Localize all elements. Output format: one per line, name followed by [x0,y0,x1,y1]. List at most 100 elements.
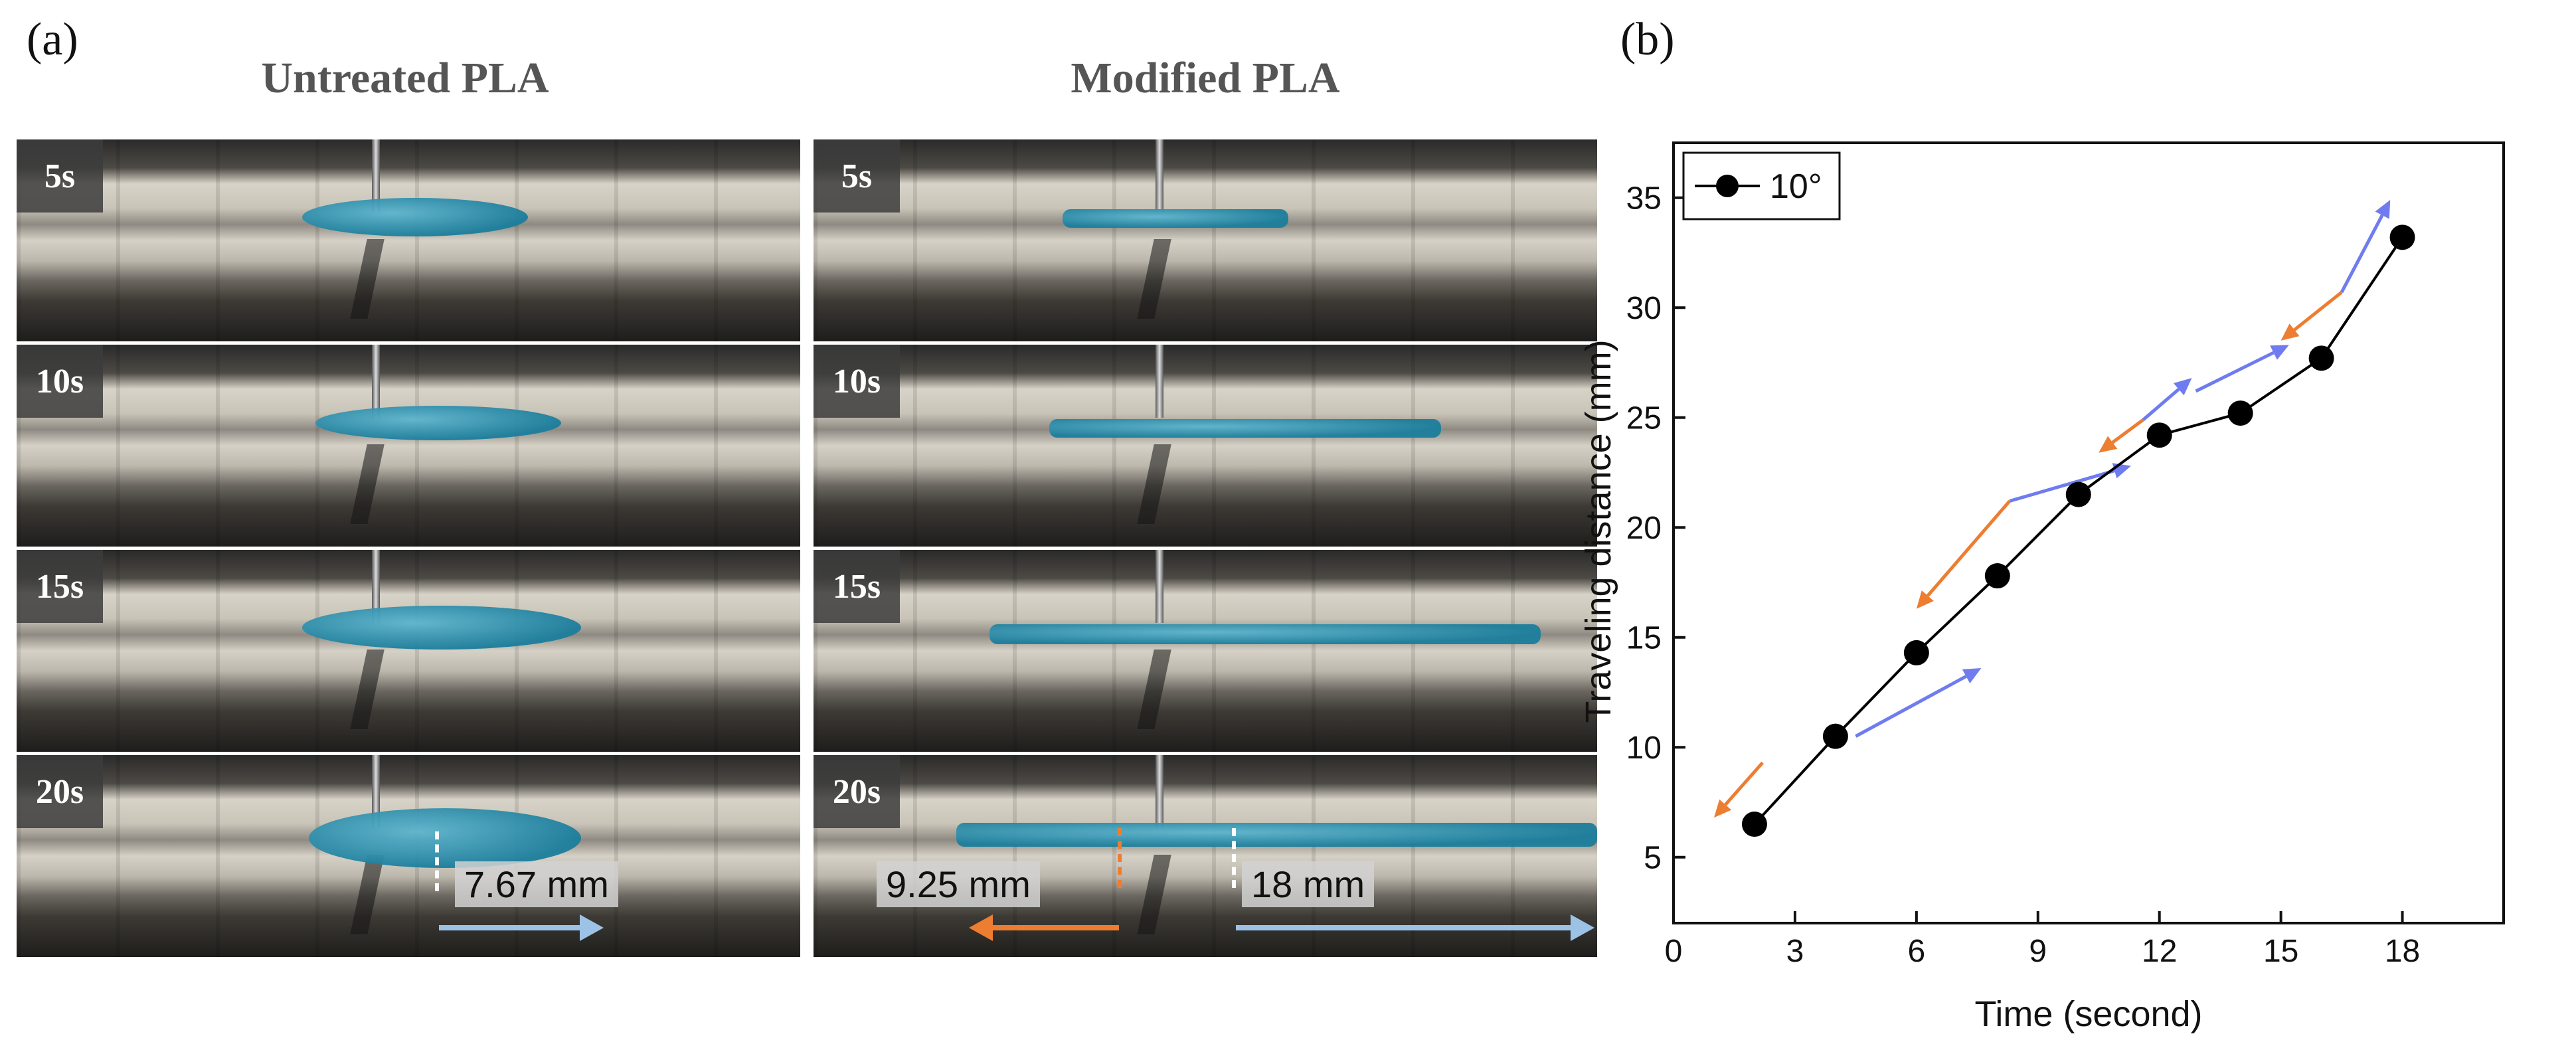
water-droplet [302,198,528,236]
untreated-photo-20s: 20s 7.67 mm [17,755,800,957]
spread-arrow-orange [989,925,1119,930]
spread-arrow-blue [439,925,586,930]
annotation-arrow [1926,499,2011,597]
spread-arrow-blue [1236,925,1575,930]
distance-time-chart: 0 3 6 9 12 15 18 5 10 15 20 25 30 35 Time (second) Tr… [1581,141,2505,1034]
y-tick-label: 30 [1626,291,1662,326]
water-film [1063,209,1288,228]
measurement-modified-left: 9.25 mm [877,861,1040,907]
time-label: 15s [17,550,103,623]
annotation-arrowhead [1962,668,1982,684]
modified-pla-title: Modified PLA [1071,54,1340,102]
needle [372,550,380,623]
water-droplet [315,406,561,440]
x-tick-label: 12 [2142,934,2177,969]
legend-marker [1716,175,1739,197]
y-axis-label: Traveling distance (mm) [1581,339,1618,723]
needle [372,345,380,418]
time-label: 5s [17,139,103,213]
needle [1156,550,1163,623]
y-tick-label: 10 [1626,731,1662,766]
needle-shadow [1137,239,1171,319]
data-point [1741,812,1767,837]
annotation-arrowhead [2280,323,2300,341]
axes: 0 3 6 9 12 15 18 5 10 15 20 25 30 35 [1626,181,2421,969]
left-marker [1118,828,1122,888]
data-point [2146,422,2172,448]
time-label: 10s [814,345,900,418]
annotation-arrowhead [2112,463,2132,479]
needle [1156,755,1163,828]
series [1741,224,2415,837]
data-point [2065,481,2091,507]
annotation-arrowhead [1916,590,1934,609]
annotation-arrow [2111,418,2144,444]
time-label: 20s [814,755,900,828]
water-film [1049,419,1441,438]
x-tick-label: 0 [1665,934,1683,969]
modified-photo-10s: 10s [814,345,1597,547]
data-point [2389,224,2415,250]
annotation-arrowhead [2099,436,2118,453]
needle-shadow [1137,855,1171,934]
time-label: 15s [814,550,900,623]
untreated-photo-5s: 5s [17,139,800,341]
arrowhead-blue [1571,914,1594,941]
data-point [2308,345,2334,371]
data-point [1822,723,1848,749]
annotation-arrow [1855,675,1967,738]
annotation-arrow [1724,761,1764,806]
annotation-arrowhead [1713,799,1732,818]
panel-a-label: (a) [27,14,78,65]
modified-photo-15s: 15s [814,550,1597,752]
plot-frame [1672,141,2505,924]
annotation-arrowhead [2173,378,2192,396]
needle [1156,139,1163,213]
annotations [1713,200,2391,818]
panel-b-label: (b) [1620,14,1675,65]
arrowhead-orange [969,914,993,941]
y-tick-label: 35 [1626,181,1662,217]
annotation-arrowhead [2375,200,2391,219]
modified-photo-20s: 20s 9.25 mm 18 mm [814,755,1597,957]
start-marker [435,831,439,891]
water-droplet [302,606,581,650]
x-axis-label: Time (second) [1974,994,2202,1034]
data-point [2227,400,2253,426]
time-label: 10s [17,345,103,418]
y-tick-label: 25 [1626,401,1662,436]
needle-shadow [350,650,385,729]
annotation-arrow [2009,469,2115,503]
water-droplet [309,808,581,868]
x-tick-label: 6 [1908,934,1926,969]
y-tick-label: 20 [1626,511,1662,546]
needle [372,755,380,828]
needle-shadow [1137,650,1171,729]
arrowhead-blue [580,914,604,941]
needle [1156,345,1163,418]
water-film [989,624,1541,644]
x-tick-label: 3 [1786,934,1804,969]
x-tick-label: 9 [2029,934,2047,969]
untreated-photo-15s: 15s [17,550,800,752]
annotation-arrowhead [2270,345,2289,360]
measurement-modified-right: 18 mm [1242,861,1375,907]
data-point [1984,563,2010,589]
x-tick-label: 18 [2385,934,2420,969]
series-line [1753,236,2404,825]
x-tick-label: 15 [2263,934,2298,969]
needle [372,139,380,213]
legend-label: 10° [1770,167,1822,206]
needle-shadow [350,444,385,524]
time-label: 5s [814,139,900,213]
time-label: 20s [17,755,103,828]
needle-shadow [350,855,385,934]
untreated-photo-10s: 10s [17,345,800,547]
annotation-arrow [2340,214,2384,294]
needle-shadow [1137,444,1171,524]
measurement-untreated: 7.67 mm [455,861,618,907]
water-film [956,823,1597,847]
y-tick-label: 15 [1626,621,1662,656]
annotation-arrow [2293,291,2343,331]
right-marker [1232,828,1236,888]
